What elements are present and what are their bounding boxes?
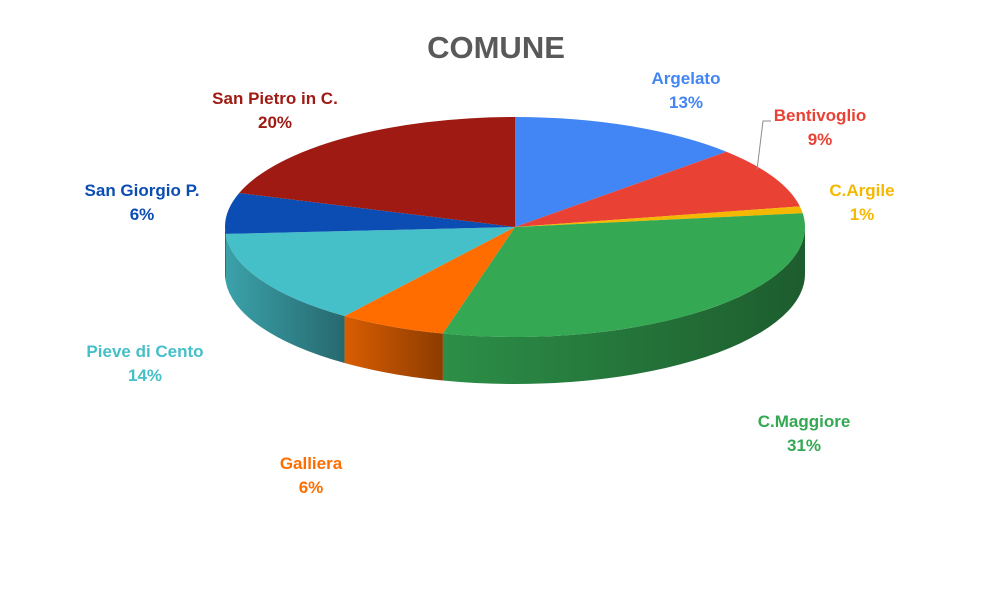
pie-side-c-maggiore — [442, 227, 805, 384]
data-label-c-argile: C.Argile 1% — [829, 181, 894, 224]
data-label-category: C.Argile — [829, 181, 894, 200]
data-label-category: C.Maggiore — [758, 412, 851, 431]
pie-side-san-giorgio-p — [225, 227, 226, 281]
chart-title: COMUNE — [427, 30, 565, 65]
data-label-argelato: Argelato 13% — [652, 69, 721, 112]
data-label-san-giorgio-p: San Giorgio P. 6% — [85, 181, 200, 224]
pie-side-pieve-di-cento — [225, 233, 345, 363]
pie-slice-argelato — [515, 117, 727, 227]
data-label-category: Argelato — [652, 69, 721, 88]
pie-side-galliera — [344, 315, 443, 381]
data-label-percent: 14% — [128, 366, 162, 385]
data-label-san-pietro-in-c: San Pietro in C. 20% — [212, 89, 338, 132]
data-label-pieve-di-cento: Pieve di Cento 14% — [86, 342, 203, 385]
pie-slice-san-pietro-in-c — [239, 117, 515, 227]
data-labels: Argelato 13% Bentivoglio 9% C.Argile 1% C.Magg… — [85, 69, 895, 497]
data-label-percent: 31% — [787, 436, 821, 455]
data-label-percent: 6% — [299, 478, 324, 497]
pie-slices — [225, 117, 805, 338]
data-label-category: Pieve di Cento — [86, 342, 203, 361]
pie-slice-san-giorgio-p — [225, 193, 516, 234]
data-label-percent: 9% — [808, 130, 833, 149]
data-label-category: San Giorgio P. — [85, 181, 200, 200]
data-label-percent: 13% — [669, 93, 703, 112]
pie-slice-bentivoglio — [515, 151, 800, 227]
pie-slice-c-argile — [515, 206, 803, 227]
pie-slice-c-maggiore — [442, 213, 805, 338]
data-label-c-maggiore: C.Maggiore 31% — [758, 412, 851, 455]
data-label-category: Bentivoglio — [774, 106, 867, 125]
data-label-galliera: Galliera 6% — [280, 454, 343, 497]
pie-side-walls — [225, 227, 805, 384]
data-label-percent: 20% — [258, 113, 292, 132]
data-label-category: Galliera — [280, 454, 343, 473]
data-label-percent: 6% — [130, 205, 155, 224]
pie-slice-pieve-di-cento — [225, 227, 515, 316]
pie-slice-galliera — [344, 227, 515, 334]
leader-line-bentivoglio — [756, 120, 771, 171]
data-label-bentivoglio: Bentivoglio 9% — [774, 106, 867, 149]
data-label-percent: 1% — [850, 205, 875, 224]
data-label-category: San Pietro in C. — [212, 89, 338, 108]
